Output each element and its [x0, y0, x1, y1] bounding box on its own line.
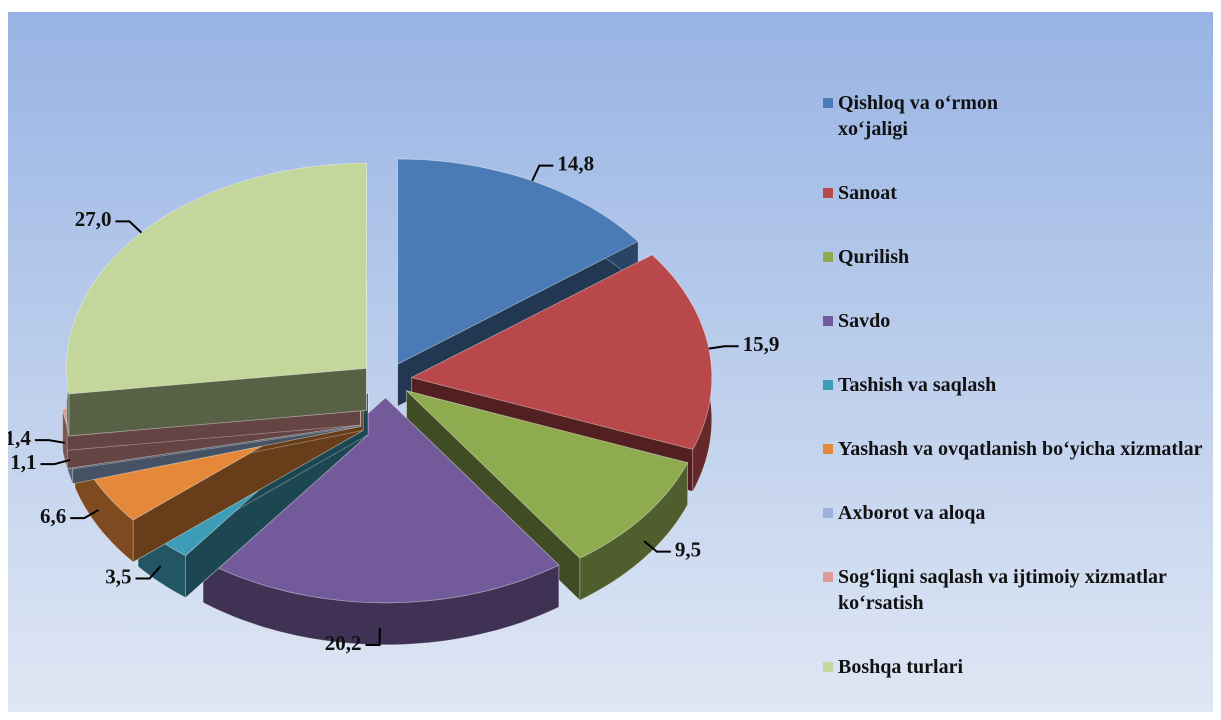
legend-swatch — [823, 508, 833, 518]
chart: 14,8 15,9 9,5 20,2 3,5 6,6 1,11,4 27,0 — [8, 151, 780, 655]
leader-line — [115, 220, 143, 234]
legend-label: Axborot va aloqa — [838, 502, 986, 524]
leader-line — [531, 164, 554, 182]
slice-top — [397, 158, 639, 365]
legend-swatch — [823, 662, 833, 672]
leader-line — [34, 439, 65, 444]
legend-item: Tashish va saqlash — [823, 372, 1213, 398]
legend-swatch — [823, 98, 833, 108]
legend-item: Boshqa turlari — [823, 654, 1213, 680]
slice-outer-wall — [62, 408, 68, 469]
data-label: 27,0 — [75, 207, 112, 231]
data-label: 6,6 — [40, 504, 66, 528]
legend-swatch — [823, 188, 833, 198]
slice-top — [202, 397, 560, 604]
legend-label: Savdo — [838, 310, 891, 332]
legend: Qishloq va o‘rmon xo‘jaligi Sanoat Qurilis… — [823, 90, 1213, 680]
leader-line — [708, 345, 739, 350]
legend-label: Boshqa turlari — [838, 656, 964, 678]
legend-item: Yashash va ovqatlanish bo‘yicha xizmatla… — [823, 436, 1213, 462]
legend-label: Qishloq va o‘rmon xo‘jaligi — [838, 92, 999, 140]
legend-item: Qishloq va o‘rmon xo‘jaligi — [823, 90, 1213, 142]
legend-item: Sog‘liqni saqlash va ijtimoiy xizmatlar … — [823, 564, 1213, 616]
chart-area: 14,8 15,9 9,5 20,2 3,5 6,6 1,1 1,4 27,0 Qishloq … — [8, 12, 1213, 712]
legend-item: Savdo — [823, 308, 1213, 334]
data-label: 20,2 — [325, 631, 362, 655]
legend-label: Tashish va saqlash — [838, 374, 997, 396]
leader-line — [70, 509, 99, 520]
legend-swatch — [823, 252, 833, 262]
legend-label: Sanoat — [838, 182, 897, 204]
legend-label: Qurilish — [838, 246, 910, 268]
data-label: 14,8 — [557, 151, 594, 175]
legend-item: Qurilish — [823, 244, 1213, 270]
legend-swatch — [823, 572, 833, 582]
legend-item: Axborot va aloqa — [823, 500, 1213, 526]
data-label: 3,5 — [105, 564, 131, 588]
leader-line — [40, 458, 71, 466]
legend-label: Sog‘liqni saqlash va ijtimoiy xizmatlar … — [838, 566, 1167, 614]
data-label: 1,4 — [8, 426, 31, 450]
legend-swatch — [823, 444, 833, 454]
legend-swatch — [823, 380, 833, 390]
leader-line — [135, 565, 162, 580]
pie-slice — [66, 162, 367, 437]
leader-line — [365, 627, 381, 647]
leader-line — [643, 540, 671, 553]
legend-swatch — [823, 316, 833, 326]
slice-top — [405, 390, 689, 559]
slice-top — [66, 162, 367, 395]
slice-top — [410, 254, 713, 450]
data-label: 1,1 — [10, 450, 36, 474]
data-label: 9,5 — [675, 537, 701, 561]
legend-label: Yashash va ovqatlanish bo‘yicha xizmatla… — [838, 438, 1203, 460]
legend-item: Sanoat — [823, 180, 1213, 206]
data-label: 15,9 — [743, 332, 780, 356]
